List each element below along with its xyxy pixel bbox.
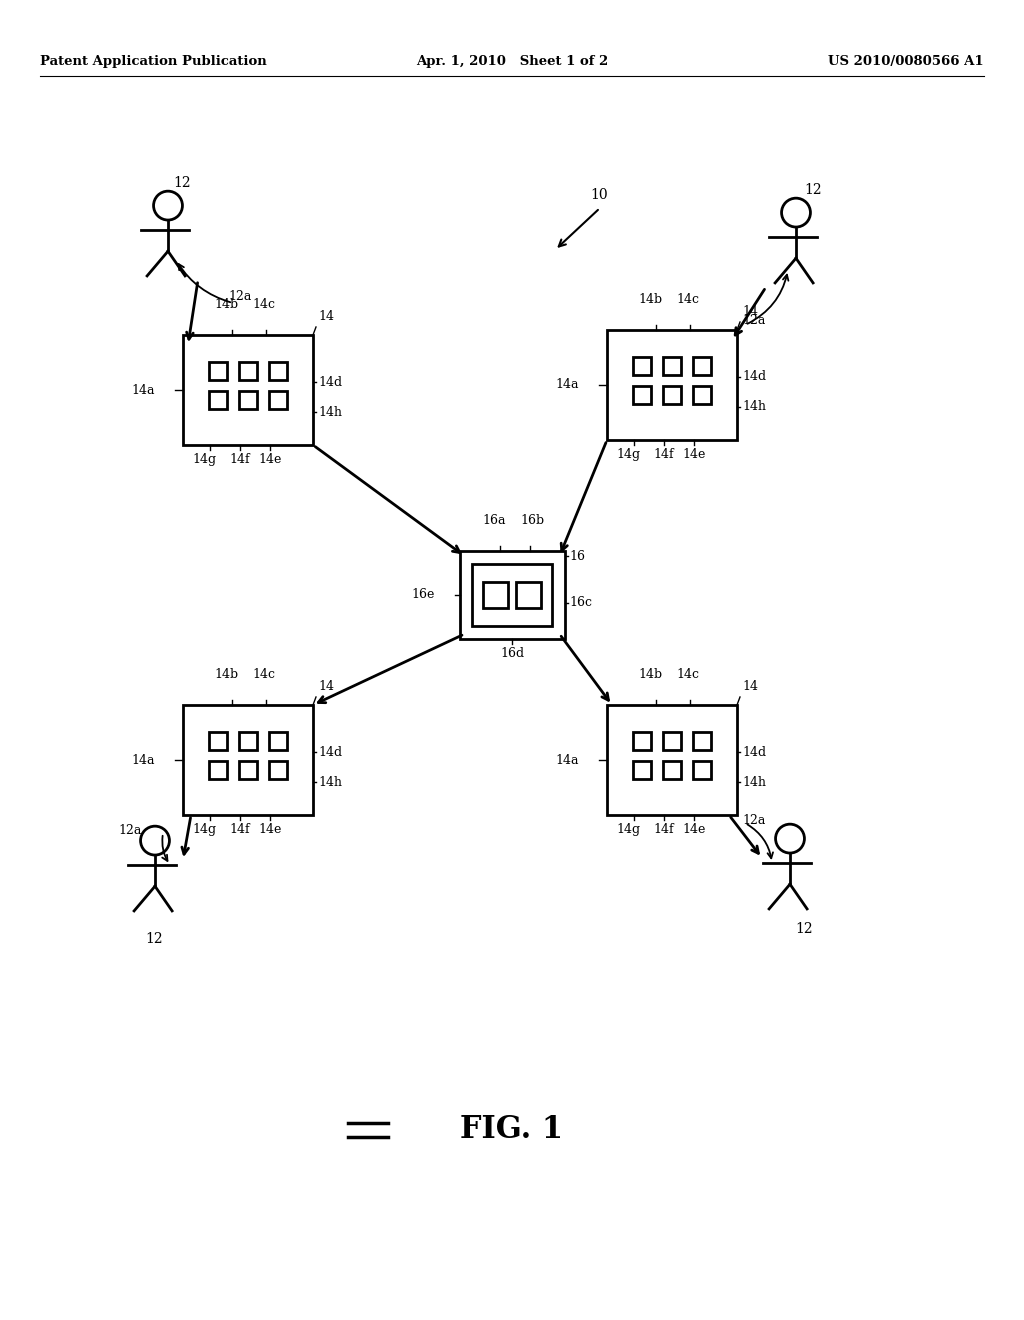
Text: 14a: 14a <box>555 754 579 767</box>
Bar <box>239 762 257 779</box>
Text: 12: 12 <box>804 182 821 197</box>
Text: Patent Application Publication: Patent Application Publication <box>40 55 266 69</box>
Bar <box>209 762 227 779</box>
Bar <box>472 564 552 627</box>
Text: 16a: 16a <box>482 513 506 527</box>
Text: 16d: 16d <box>500 647 524 660</box>
Text: FIG. 1: FIG. 1 <box>461 1114 563 1146</box>
Text: 12: 12 <box>173 176 190 190</box>
Text: 14b: 14b <box>638 293 663 306</box>
Bar <box>209 731 227 750</box>
Bar <box>268 762 287 779</box>
Bar <box>482 582 508 607</box>
Text: 14g: 14g <box>191 822 216 836</box>
Bar <box>239 731 257 750</box>
Bar <box>607 330 737 440</box>
Text: 14h: 14h <box>742 776 766 788</box>
Bar <box>663 731 681 750</box>
Bar <box>268 391 287 409</box>
Text: 14: 14 <box>742 680 758 693</box>
Text: 14b: 14b <box>214 298 238 312</box>
Text: 14d: 14d <box>318 375 342 388</box>
Bar <box>268 731 287 750</box>
Bar <box>607 705 737 814</box>
Text: 14a: 14a <box>555 379 579 392</box>
Bar <box>663 385 681 404</box>
Text: 14: 14 <box>318 310 334 323</box>
Text: 14h: 14h <box>742 400 766 413</box>
Text: 16c: 16c <box>569 597 593 610</box>
Bar <box>183 335 313 445</box>
Text: 14a: 14a <box>131 384 155 396</box>
Bar <box>633 356 651 375</box>
Text: 12a: 12a <box>742 813 765 826</box>
Bar <box>663 762 681 779</box>
Text: 14f: 14f <box>653 822 675 836</box>
Bar <box>663 356 681 375</box>
Text: 14e: 14e <box>682 822 706 836</box>
Text: 14d: 14d <box>318 746 342 759</box>
Bar <box>693 356 711 375</box>
Text: 14g: 14g <box>191 453 216 466</box>
Bar <box>693 762 711 779</box>
Text: 14: 14 <box>742 305 758 318</box>
Bar <box>693 731 711 750</box>
Bar <box>239 362 257 380</box>
Text: 12: 12 <box>795 923 813 936</box>
Text: 14e: 14e <box>258 453 282 466</box>
Text: 12a: 12a <box>118 824 141 837</box>
Text: 14b: 14b <box>214 668 238 681</box>
Text: 12: 12 <box>145 932 163 946</box>
Text: 14c: 14c <box>253 298 275 312</box>
Bar <box>633 731 651 750</box>
Text: 14g: 14g <box>616 822 640 836</box>
Bar <box>460 550 564 639</box>
Text: 16e: 16e <box>412 589 435 602</box>
Bar <box>209 391 227 409</box>
Text: 16b: 16b <box>520 513 544 527</box>
Bar <box>693 385 711 404</box>
Text: 14f: 14f <box>229 453 250 466</box>
Text: 14h: 14h <box>318 776 342 788</box>
Text: 14g: 14g <box>616 447 640 461</box>
Bar <box>516 582 542 607</box>
Text: 14d: 14d <box>742 371 766 384</box>
Text: 14f: 14f <box>229 822 250 836</box>
Bar <box>183 705 313 814</box>
Bar <box>209 362 227 380</box>
Text: 14c: 14c <box>677 293 699 306</box>
Text: 14c: 14c <box>253 668 275 681</box>
Text: 14c: 14c <box>677 668 699 681</box>
Text: US 2010/0080566 A1: US 2010/0080566 A1 <box>828 55 984 69</box>
Text: 14h: 14h <box>318 405 342 418</box>
Text: 12a: 12a <box>228 290 251 304</box>
Text: 12a: 12a <box>742 314 765 326</box>
Text: 14e: 14e <box>258 822 282 836</box>
Text: 16: 16 <box>569 549 586 562</box>
Text: Apr. 1, 2010   Sheet 1 of 2: Apr. 1, 2010 Sheet 1 of 2 <box>416 55 608 69</box>
Text: 14b: 14b <box>638 668 663 681</box>
Bar <box>633 762 651 779</box>
Text: 14f: 14f <box>653 447 675 461</box>
Text: 14: 14 <box>318 680 334 693</box>
Bar <box>268 362 287 380</box>
Bar <box>239 391 257 409</box>
Text: 10: 10 <box>590 187 607 202</box>
Text: 14e: 14e <box>682 447 706 461</box>
Text: 14d: 14d <box>742 746 766 759</box>
Bar <box>633 385 651 404</box>
Text: 14a: 14a <box>131 754 155 767</box>
